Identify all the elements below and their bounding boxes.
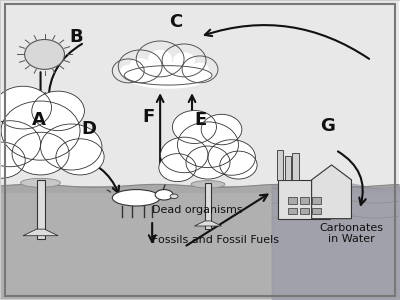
Circle shape — [178, 122, 238, 168]
Ellipse shape — [148, 50, 172, 68]
FancyBboxPatch shape — [292, 153, 299, 180]
Text: D: D — [81, 120, 96, 138]
FancyBboxPatch shape — [1, 186, 399, 299]
Text: Carbonates
in Water: Carbonates in Water — [320, 223, 384, 244]
FancyBboxPatch shape — [284, 156, 291, 180]
Polygon shape — [312, 165, 352, 219]
Text: E: E — [194, 111, 206, 129]
Ellipse shape — [191, 181, 225, 188]
FancyBboxPatch shape — [312, 197, 321, 204]
FancyBboxPatch shape — [205, 183, 211, 229]
Circle shape — [56, 139, 104, 175]
Circle shape — [159, 154, 196, 182]
Text: Dead organisms: Dead organisms — [152, 205, 243, 215]
FancyBboxPatch shape — [312, 208, 321, 214]
Ellipse shape — [155, 190, 173, 200]
Circle shape — [186, 146, 230, 179]
Ellipse shape — [170, 194, 178, 199]
Circle shape — [12, 132, 69, 175]
Ellipse shape — [112, 190, 160, 206]
Circle shape — [1, 101, 80, 160]
Ellipse shape — [21, 178, 60, 187]
Circle shape — [0, 121, 40, 167]
FancyBboxPatch shape — [278, 180, 330, 219]
FancyBboxPatch shape — [1, 1, 399, 186]
FancyBboxPatch shape — [288, 197, 297, 204]
Circle shape — [0, 142, 25, 178]
Circle shape — [160, 137, 208, 173]
FancyBboxPatch shape — [300, 208, 309, 214]
FancyBboxPatch shape — [276, 150, 283, 180]
Ellipse shape — [124, 62, 212, 89]
FancyBboxPatch shape — [288, 208, 297, 214]
FancyBboxPatch shape — [37, 180, 44, 239]
Text: C: C — [170, 13, 183, 31]
Text: A: A — [32, 111, 46, 129]
Polygon shape — [23, 229, 58, 236]
Circle shape — [220, 151, 257, 179]
Text: G: G — [320, 117, 335, 135]
Text: F: F — [142, 108, 154, 126]
Circle shape — [172, 110, 216, 143]
Circle shape — [25, 40, 64, 69]
Text: B: B — [70, 28, 83, 46]
FancyBboxPatch shape — [300, 197, 309, 204]
Ellipse shape — [120, 65, 136, 77]
Circle shape — [32, 91, 84, 130]
Circle shape — [0, 86, 52, 129]
Text: Fossils and Fossil Fuels: Fossils and Fossil Fuels — [152, 235, 279, 244]
Circle shape — [40, 124, 102, 170]
Circle shape — [201, 114, 242, 145]
Ellipse shape — [173, 52, 195, 69]
Ellipse shape — [129, 58, 151, 75]
Circle shape — [208, 140, 256, 175]
Ellipse shape — [191, 63, 209, 76]
Polygon shape — [194, 221, 222, 226]
